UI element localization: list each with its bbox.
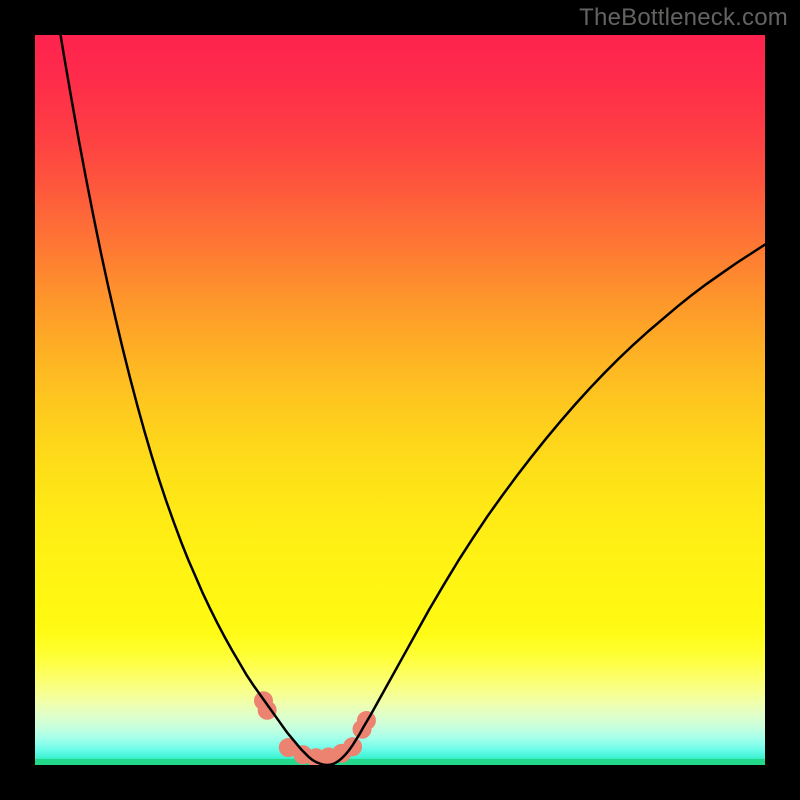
- plot-svg: [35, 35, 765, 765]
- green-floor: [35, 759, 765, 765]
- chart-container: TheBottleneck.com: [0, 0, 800, 800]
- watermark-text: TheBottleneck.com: [579, 4, 788, 32]
- plot-area: [35, 35, 765, 765]
- gradient-background: [35, 35, 765, 765]
